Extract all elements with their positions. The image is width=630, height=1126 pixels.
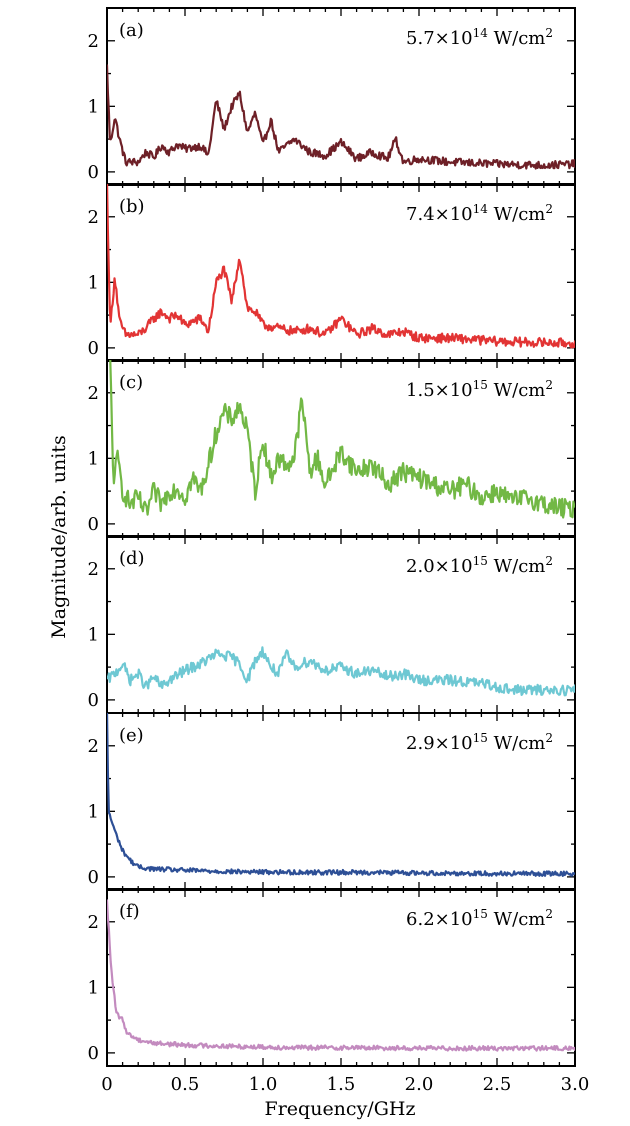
- y-tick-label: 0: [88, 162, 99, 183]
- intensity-exponent: 2: [545, 26, 553, 40]
- intensity-text: 6.2×10: [406, 909, 473, 930]
- intensity-text: W/cm: [488, 380, 545, 401]
- intensity-exponent: 14: [473, 202, 489, 216]
- y-tick-label: 1: [88, 801, 99, 822]
- intensity-exponent: 2: [545, 731, 553, 745]
- y-tick-label: 0: [88, 338, 99, 359]
- intensity-label: 7.4×1014 W/cm2: [406, 202, 553, 225]
- intensity-exponent: 2: [545, 907, 553, 921]
- y-tick-label: 0: [88, 514, 99, 535]
- y-tick-label: 2: [88, 207, 99, 228]
- series-line: [109, 360, 575, 519]
- panel-label: (d): [119, 548, 145, 569]
- panel-label: (e): [119, 725, 144, 746]
- intensity-exponent: 2: [545, 202, 553, 216]
- panel-label: (b): [119, 196, 145, 217]
- panel-label: (f): [119, 901, 140, 922]
- x-tick-label: 2.5: [483, 1074, 512, 1095]
- intensity-text: 2.9×10: [406, 733, 473, 754]
- panel-label: (a): [119, 20, 144, 41]
- x-tick-label: 0: [101, 1074, 112, 1095]
- intensity-exponent: 15: [473, 907, 488, 921]
- intensity-exponent: 2: [545, 554, 553, 568]
- intensity-exponent: 15: [473, 554, 488, 568]
- intensity-text: 1.5×10: [406, 380, 473, 401]
- intensity-exponent: 2: [545, 378, 553, 392]
- intensity-exponent: 15: [473, 378, 488, 392]
- series-line: [107, 713, 575, 877]
- intensity-text: W/cm: [488, 733, 545, 754]
- y-tick-label: 2: [88, 912, 99, 933]
- y-tick-label: 0: [88, 1043, 99, 1064]
- intensity-text: 7.4×10: [406, 204, 473, 225]
- panel-label: (c): [119, 372, 143, 393]
- intensity-label: 1.5×1015 W/cm2: [406, 378, 553, 401]
- y-tick-label: 1: [88, 448, 99, 469]
- series-line: [107, 899, 575, 1052]
- y-tick-label: 2: [88, 736, 99, 757]
- intensity-label: 2.9×1015 W/cm2: [406, 731, 553, 754]
- intensity-label: 2.0×1015 W/cm2: [406, 554, 553, 577]
- x-tick-label: 3.0: [561, 1074, 590, 1095]
- series-line: [107, 184, 575, 349]
- x-tick-label: 1.5: [327, 1074, 356, 1095]
- panel-2: 012(b) 7.4×1014 W/cm2: [88, 183, 576, 362]
- y-tick-label: 2: [88, 383, 99, 404]
- intensity-exponent: 14: [473, 26, 489, 40]
- intensity-label: 6.2×1015 W/cm2: [406, 907, 553, 930]
- x-tick-label: 2.0: [405, 1074, 434, 1095]
- y-tick-label: 2: [88, 31, 99, 52]
- x-tick-label: 0.5: [171, 1074, 200, 1095]
- series-line: [107, 64, 575, 170]
- panel-4: 012(d) 2.0×1015 W/cm2: [88, 535, 576, 714]
- y-tick-label: 0: [88, 867, 99, 888]
- intensity-text: W/cm: [488, 909, 545, 930]
- intensity-text: 5.7×10: [406, 28, 473, 49]
- panel-3: 012(c) 1.5×1015 W/cm2: [88, 359, 576, 538]
- intensity-text: W/cm: [488, 556, 545, 577]
- y-axis-title: Magnitude/arb. units: [48, 435, 70, 639]
- panel-1: 012(a) 5.7×1014 W/cm2: [88, 7, 576, 186]
- intensity-text: W/cm: [488, 204, 545, 225]
- y-tick-label: 0: [88, 690, 99, 711]
- x-tick-label: 1.0: [249, 1074, 278, 1095]
- intensity-label: 5.7×1014 W/cm2: [406, 26, 553, 49]
- y-tick-label: 1: [88, 624, 99, 645]
- y-tick-label: 1: [88, 96, 99, 117]
- intensity-text: W/cm: [488, 28, 545, 49]
- intensity-text: 2.0×10: [406, 556, 473, 577]
- series-line: [107, 646, 575, 697]
- y-tick-label: 1: [88, 272, 99, 293]
- y-tick-label: 1: [88, 977, 99, 998]
- panel-5: 012(e) 2.9×1015 W/cm2: [88, 712, 576, 891]
- y-tick-label: 2: [88, 559, 99, 580]
- x-axis-title: Frequency/GHz: [265, 1098, 416, 1120]
- intensity-exponent: 15: [473, 731, 488, 745]
